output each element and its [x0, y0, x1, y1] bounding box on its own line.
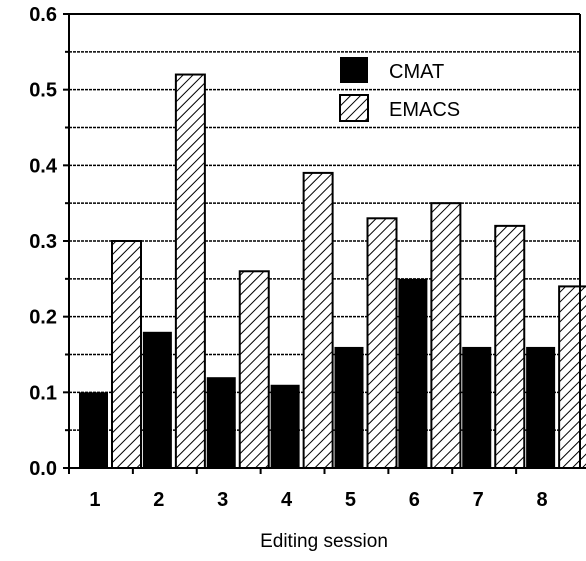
y-tick-label: 0.6	[29, 4, 57, 26]
bar-cmat	[270, 384, 300, 468]
bar-cmat	[206, 377, 236, 468]
y-tick-label: 0.5	[29, 80, 57, 102]
y-tick-label: 0.3	[29, 231, 57, 253]
bar-emacs	[238, 270, 270, 469]
bar-emacs	[302, 171, 334, 469]
legend-label-cmat: CMAT	[389, 61, 444, 83]
bars	[79, 73, 586, 470]
bar-emacs	[174, 73, 206, 470]
x-tick-label: 7	[473, 489, 484, 511]
x-tick-label: 2	[153, 489, 164, 511]
x-tick-label: 5	[345, 489, 356, 511]
x-tick-label: 3	[217, 489, 228, 511]
bar-cmat	[142, 331, 172, 468]
bar-emacs	[366, 217, 398, 469]
bar-cmat	[526, 346, 556, 468]
bar-cmat	[79, 392, 108, 468]
bar-emacs	[111, 240, 142, 469]
x-tick-label: 6	[409, 489, 420, 511]
legend-swatch-cmat	[340, 57, 368, 83]
y-tick-label: 0.0	[29, 458, 57, 480]
y-tick-label: 0.1	[29, 382, 57, 404]
bar-emacs	[558, 285, 586, 469]
x-axis-label: Editing session	[260, 531, 388, 552]
bar-cmat	[462, 346, 492, 468]
legend-swatch-emacs	[339, 94, 369, 122]
legend-label-emacs: EMACS	[389, 99, 460, 121]
bar-emacs	[430, 202, 462, 470]
y-tick-label: 0.4	[29, 155, 58, 177]
y-tick-label: 0.2	[29, 307, 57, 329]
legend: CMAT EMACS	[339, 57, 460, 122]
bar-cmat	[398, 278, 428, 468]
tick-labels: 0.0 0.1 0.2 0.3 0.4 0.5 0.6 1 2 3 4 5 6 7 8	[29, 4, 547, 511]
x-tick-label: 4	[281, 489, 293, 511]
x-tick-label: 8	[537, 489, 548, 511]
bar-emacs	[494, 224, 526, 469]
x-tick-label: 1	[89, 489, 100, 511]
bar-cmat	[334, 346, 364, 468]
